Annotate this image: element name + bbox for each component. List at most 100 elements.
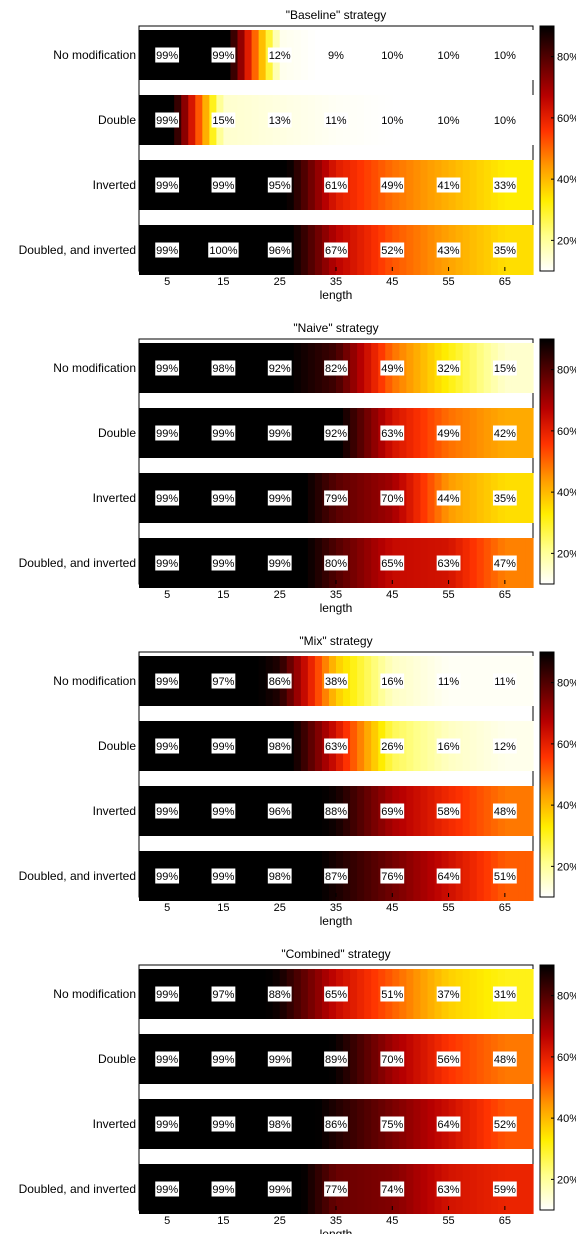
heatmap-cell-strip <box>476 851 485 901</box>
heatmap-cell-strip <box>406 656 414 706</box>
data-label: 92% <box>269 363 291 375</box>
data-label-box <box>436 673 461 689</box>
heatmap-cell-strip <box>357 95 365 145</box>
heatmap-cell-strip <box>406 538 414 588</box>
data-label: 65% <box>325 989 347 1001</box>
heatmap-cell-strip <box>483 1034 492 1084</box>
heatmap-cell-strip <box>202 1164 210 1214</box>
heatmap-cell-strip <box>364 851 372 901</box>
data-label-box <box>211 555 236 571</box>
heatmap-cell-strip <box>483 969 492 1019</box>
x-tick-label: 5 <box>164 902 170 914</box>
row-label: Double <box>98 739 136 753</box>
heatmap-cell-strip <box>427 160 436 210</box>
heatmap-cell-strip <box>202 408 210 458</box>
heatmap-cell-strip <box>181 1164 189 1214</box>
heatmap-cell-strip <box>195 851 203 901</box>
heatmap-cell-strip <box>202 538 210 588</box>
heatmap-cell-strip <box>406 1099 414 1149</box>
data-label: 99% <box>212 741 234 753</box>
heatmap-cell-strip <box>188 969 196 1019</box>
heatmap-cell-strip <box>251 408 260 458</box>
data-label-box <box>208 242 239 258</box>
row-label: No modification <box>53 674 136 688</box>
heatmap-cell-strip <box>251 95 260 145</box>
data-label: 32% <box>438 363 460 375</box>
data-label: 10% <box>438 50 460 62</box>
heatmap-cell-strip <box>406 408 414 458</box>
heatmap-cell-strip <box>357 408 365 458</box>
heatmap-cell-strip <box>251 1164 260 1214</box>
data-label: 82% <box>325 363 347 375</box>
heatmap-cell-strip <box>406 473 414 523</box>
x-tick-label: 55 <box>442 589 454 601</box>
heatmap-cell-strip <box>518 160 527 210</box>
data-label-box <box>492 1116 517 1132</box>
heatmap-cell-strip <box>462 851 471 901</box>
heatmap-cell-strip <box>195 473 203 523</box>
heatmap-panel-1: "Baseline" strategy 99% 99% 12% 9% 10% 10% 10% N… <box>19 8 576 302</box>
heatmap-cell-strip <box>188 786 196 836</box>
data-label: 38% <box>325 676 347 688</box>
data-label: 98% <box>269 741 291 753</box>
x-axis-label: length <box>320 288 353 302</box>
data-label-box <box>492 555 517 571</box>
heatmap-cell-strip <box>307 473 316 523</box>
data-label-box <box>324 986 348 1002</box>
data-label-box <box>380 425 405 441</box>
data-label: 74% <box>381 1184 403 1196</box>
heatmap-cell-strip <box>307 95 316 145</box>
x-tick-label: 15 <box>217 589 229 601</box>
heatmap-cell-strip <box>188 656 196 706</box>
x-tick-label: 55 <box>442 276 454 288</box>
heatmap-row: 99% 100% 96% 67% 52% 43% 35% <box>139 225 534 275</box>
data-label: 97% <box>212 676 234 688</box>
data-label-box <box>155 673 180 689</box>
heatmap-cell-strip <box>146 1099 154 1149</box>
heatmap-cell-strip <box>258 95 267 145</box>
heatmap-cell-strip <box>413 656 422 706</box>
heatmap-cell-strip <box>181 160 189 210</box>
row-label: Double <box>98 426 136 440</box>
heatmap-cell-strip <box>469 225 478 275</box>
heatmap-row: 99% 99% 99% 80% 65% 63% 47% <box>139 538 534 588</box>
data-label-box <box>492 112 517 128</box>
heatmap-cell-strip <box>300 160 309 210</box>
heatmap-cell-strip <box>406 721 414 771</box>
heatmap-cell-strip <box>469 1034 478 1084</box>
heatmap-cell-strip <box>483 1099 492 1149</box>
heatmap-cell-strip <box>413 538 422 588</box>
colorbar-tick-label: 60% <box>557 1052 576 1064</box>
data-label: 9% <box>328 50 344 62</box>
data-label-box <box>436 360 461 376</box>
heatmap-cell-strip <box>237 1164 246 1214</box>
heatmap-cell-strip <box>188 343 196 393</box>
data-label: 59% <box>494 1184 516 1196</box>
heatmap-cell-strip <box>350 1099 358 1149</box>
heatmap-cell-strip <box>146 656 154 706</box>
data-label: 49% <box>381 180 403 192</box>
data-label-box <box>155 803 180 819</box>
heatmap-cell-strip <box>476 538 485 588</box>
heatmap-cell-strip <box>237 538 246 588</box>
heatmap-cell-strip <box>195 969 203 1019</box>
heatmap-cell-strip <box>146 538 154 588</box>
data-label-box <box>436 868 461 884</box>
heatmap-cell-strip <box>371 1034 379 1084</box>
x-tick-label: 35 <box>330 276 342 288</box>
row-label: Double <box>98 113 136 127</box>
heatmap-cell-strip <box>427 1164 436 1214</box>
heatmap-cell-strip <box>525 1099 534 1149</box>
heatmap-cell-strip <box>188 1099 196 1149</box>
heatmap-cell-strip <box>525 225 534 275</box>
heatmap-cell-strip <box>300 538 309 588</box>
data-label: 48% <box>494 806 516 818</box>
data-label: 99% <box>156 558 178 570</box>
heatmap-cell-strip <box>420 721 429 771</box>
heatmap-cell-strip <box>244 95 253 145</box>
heatmap-cell-strip <box>518 30 527 80</box>
heatmap-cell-strip <box>469 473 478 523</box>
heatmap-cell-strip <box>300 969 309 1019</box>
heatmap-cell-strip <box>139 95 147 145</box>
heatmap-cell-strip <box>413 721 422 771</box>
